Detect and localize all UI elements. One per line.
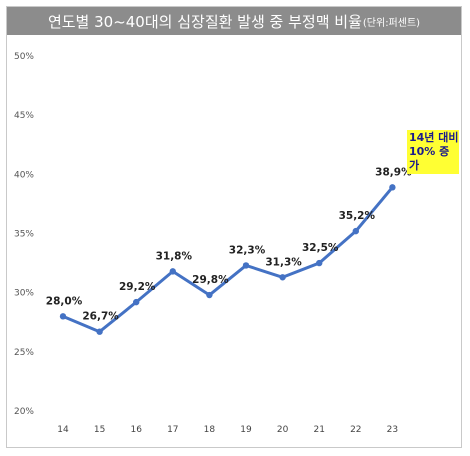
data-point	[59, 313, 67, 320]
x-tick-label: 20	[277, 425, 289, 435]
x-tick-label: 23	[387, 425, 398, 435]
chart-frame	[6, 6, 462, 448]
data-point	[316, 259, 323, 267]
data-label: 32,3%	[229, 244, 266, 256]
data-label: 31,3%	[265, 256, 302, 268]
series-line	[61, 185, 394, 334]
series-group	[59, 184, 396, 335]
chart-title: 연도별 30~40대의 심장질환 발생 중 부정맥 비율	[47, 12, 362, 31]
x-tick-label: 18	[204, 425, 216, 435]
x-tick-label: 22	[350, 425, 361, 435]
y-tick-label: 35%	[14, 230, 34, 240]
data-point	[206, 291, 213, 299]
data-label: 29,2%	[119, 281, 156, 293]
data-label: 28,0%	[46, 295, 83, 307]
data-label: 29,8%	[192, 274, 229, 286]
data-point	[96, 328, 103, 335]
data-label: 26,7%	[82, 311, 119, 323]
data-point	[169, 268, 176, 275]
y-tick-label: 40%	[14, 170, 34, 180]
x-tick-label: 21	[313, 425, 324, 435]
annotation-callout: 14년 대비 10% 증가	[407, 130, 459, 174]
x-tick-label: 16	[130, 425, 142, 435]
x-tick-label: 17	[167, 425, 178, 435]
y-tick-label: 45%	[14, 111, 34, 121]
y-tick-label: 25%	[14, 348, 34, 358]
data-point	[389, 184, 396, 191]
data-point	[352, 227, 359, 235]
x-axis: 14 15 16 17 18 19 20 21 22 23	[57, 425, 398, 435]
annotation-line-1: 14년 대비	[409, 131, 459, 144]
data-label: 32,5%	[302, 242, 339, 254]
y-tick-label: 30%	[14, 289, 34, 299]
data-labels: 28,0% 26,7% 29,2% 31,8% 29,8% 32,3%31,3%32,5%…	[46, 166, 412, 322]
data-point	[133, 298, 140, 306]
data-label: 38,9%	[375, 166, 412, 178]
chart-title-unit: (단위:퍼센트)	[362, 17, 421, 29]
x-tick-label: 14	[57, 425, 69, 435]
data-label: 31,8%	[156, 250, 193, 262]
data-point	[279, 274, 286, 281]
data-label: 35,2%	[339, 210, 376, 222]
x-tick-label: 15	[94, 425, 105, 435]
y-tick-label: 50%	[14, 52, 34, 62]
x-tick-label: 19	[240, 425, 252, 435]
y-axis: 20% 25% 30% 35% 40% 45% 50%	[14, 52, 34, 417]
data-point	[242, 262, 250, 269]
chart-title-bar: 연도별 30~40대의 심장질환 발생 중 부정맥 비율 (단위:퍼센트)	[7, 7, 461, 35]
annotation-line-2: 10% 증가	[409, 145, 450, 172]
y-tick-label: 20%	[14, 407, 34, 417]
